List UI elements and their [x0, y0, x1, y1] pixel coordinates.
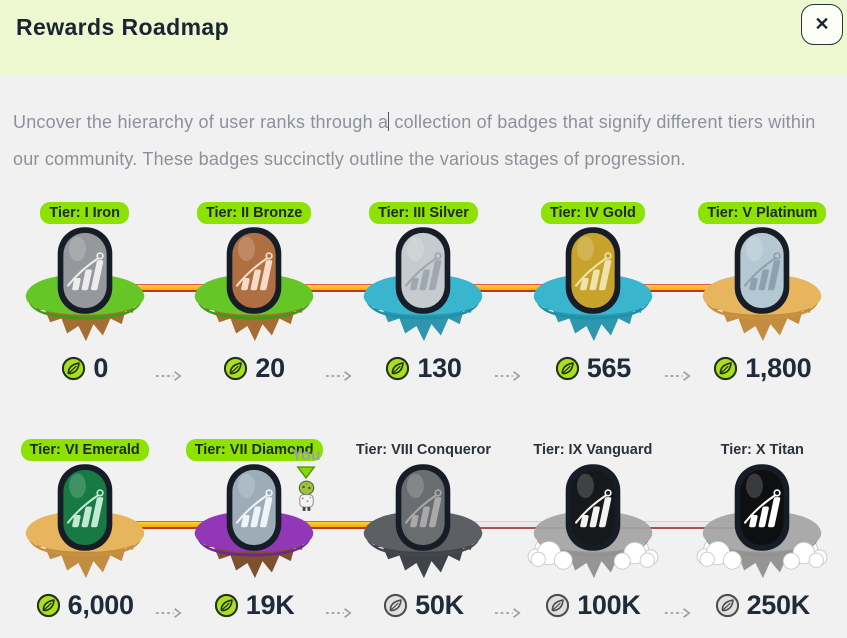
tier-threshold: 130: [385, 352, 462, 384]
tier-threshold: 6,000: [36, 589, 134, 621]
tier-badge-label: Tier: VII Diamond: [185, 439, 323, 461]
tier-column-conqueror: Tier: VIII Conqueror 50K: [339, 439, 508, 621]
tier-badge-label: Tier: III Silver: [369, 202, 478, 224]
tier-threshold-value: 250K: [746, 589, 811, 620]
tier-badge-label: Tier: VI Emerald: [20, 439, 149, 461]
conqueror-badge-island-icon: [364, 463, 483, 579]
tier-threshold: 20: [223, 352, 285, 384]
tier-threshold-value: 0: [93, 352, 109, 383]
tier-threshold-value: 6,000: [67, 589, 134, 620]
progress-arrow-icon: [663, 607, 690, 619]
leaf-coin-icon: [715, 357, 737, 379]
tier-column-iron: Tier: I Iron 0: [0, 202, 169, 384]
modal-header: Rewards Roadmap ✕: [0, 0, 847, 76]
page-title: Rewards Roadmap: [16, 14, 230, 40]
silver-badge-island-icon: [364, 226, 483, 342]
tier-column-platinum: Tier: V Platinum 1,800: [678, 202, 847, 384]
tier-badge-label: Tier: I Iron: [40, 202, 130, 224]
leaf-coin-icon: [37, 594, 59, 616]
leaf-coin-icon: [716, 594, 738, 616]
bronze-badge-island-icon: [194, 226, 314, 342]
progress-arrow-icon: [663, 370, 690, 382]
tier-threshold-value: 100K: [577, 589, 641, 620]
tier-badge-label: Tier: V Platinum: [698, 202, 827, 224]
tier-badge-label: Tier: IX Vanguard: [533, 442, 653, 458]
tier-threshold: 19K: [214, 589, 295, 621]
tier-threshold-value: 1,800: [745, 352, 812, 383]
close-button[interactable]: ✕: [801, 4, 843, 45]
description-text-1: Uncover the hierarchy of user ranks thro…: [13, 112, 389, 132]
emerald-badge-island-icon: [25, 463, 144, 579]
tier-badge-label: Tier: X Titan: [720, 442, 804, 458]
tier-threshold-value: 20: [255, 352, 285, 383]
tier-column-emerald: Tier: VI Emerald 6,000: [0, 439, 169, 621]
tier-threshold: 100K: [545, 589, 641, 621]
tier-threshold: 50K: [383, 589, 464, 621]
tier-column-bronze: Tier: II Bronze 20: [169, 202, 338, 384]
user-avatar: [298, 480, 314, 511]
tier-threshold-value: 130: [417, 352, 462, 383]
tier-row-2: You Tier: VI Emerald 6,000 Ti: [0, 439, 847, 632]
tier-column-titan: Tier: X Titan 250K: [678, 439, 847, 621]
tier-threshold: 1,800: [713, 352, 812, 384]
titan-badge-island-icon: [696, 463, 828, 579]
vanguard-badge-island-icon: [527, 463, 659, 579]
text-caret: [388, 112, 390, 131]
tier-threshold-value: 19K: [245, 589, 295, 620]
close-icon: ✕: [814, 14, 830, 34]
leaf-coin-icon: [556, 357, 578, 379]
roadmap-description: Uncover the hierarchy of user ranks thro…: [13, 104, 825, 178]
progress-arrow-icon: [324, 370, 351, 382]
tier-column-diamond: Tier: VII Diamond 19K: [169, 439, 338, 621]
tier-badge-label: Tier: II Bronze: [196, 202, 312, 224]
tier-badge-label: Tier: IV Gold: [540, 202, 645, 224]
tier-threshold-value: 565: [586, 352, 631, 383]
iron-badge-island-icon: [25, 226, 144, 342]
progress-arrow-icon: [155, 607, 182, 619]
you-label: You: [291, 447, 321, 464]
tier-threshold: 250K: [715, 589, 810, 621]
leaf-coin-icon: [215, 594, 237, 616]
you-marker: You: [283, 447, 329, 513]
progress-arrow-icon: [155, 370, 182, 382]
leaf-coin-icon: [547, 594, 569, 616]
progress-arrow-icon: [494, 607, 521, 619]
leaf-coin-icon: [225, 357, 247, 379]
description-text-2: collection of badges that signify differ…: [13, 112, 816, 169]
tier-threshold: 0: [61, 352, 108, 384]
progress-arrow-icon: [494, 370, 521, 382]
leaf-coin-icon: [385, 594, 407, 616]
platinum-badge-island-icon: [702, 226, 822, 342]
tier-column-gold: Tier: IV Gold 565: [508, 202, 677, 384]
tier-row-1: Tier: I Iron 0 Tier: II Bronze 20 Tier: …: [0, 202, 847, 395]
tier-column-vanguard: Tier: IX Vanguard 100K: [508, 439, 677, 621]
progress-arrow-icon: [324, 607, 351, 619]
gold-badge-island-icon: [533, 226, 653, 342]
tier-threshold-value: 50K: [415, 589, 464, 620]
tier-threshold: 565: [555, 352, 631, 384]
leaf-coin-icon: [387, 357, 409, 379]
tier-column-silver: Tier: III Silver 130: [339, 202, 508, 384]
leaf-coin-icon: [63, 357, 85, 379]
you-pointer-icon: [296, 466, 316, 480]
tier-badge-label: Tier: VIII Conqueror: [355, 442, 492, 458]
